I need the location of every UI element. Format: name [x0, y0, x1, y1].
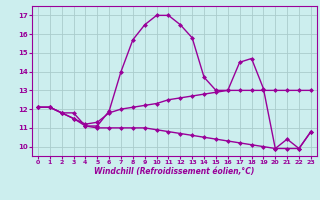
X-axis label: Windchill (Refroidissement éolien,°C): Windchill (Refroidissement éolien,°C): [94, 167, 255, 176]
